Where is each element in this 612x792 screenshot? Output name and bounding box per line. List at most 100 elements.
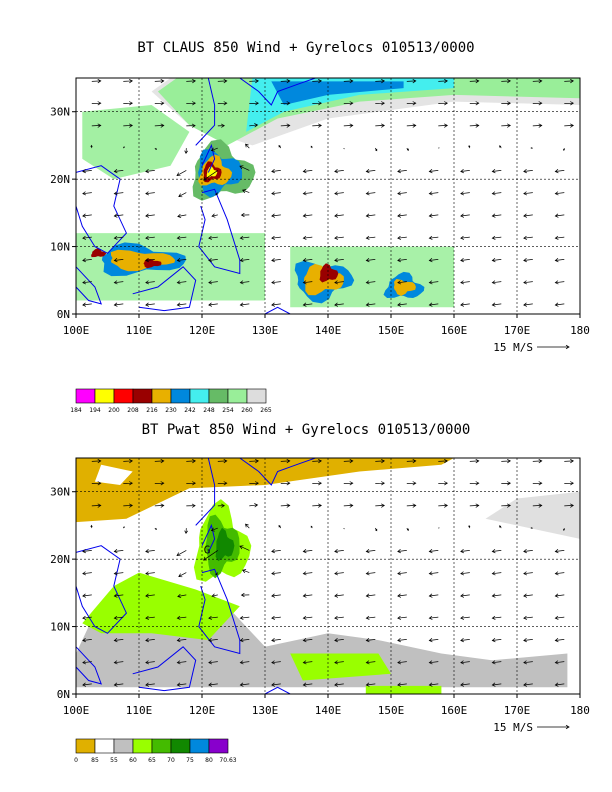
top-colorbar-swatch: [113, 388, 134, 404]
bottom-wind-vector: [468, 525, 471, 529]
bottom-colorbar-label: 75: [186, 757, 194, 764]
bottom-wind-vector: [365, 660, 376, 665]
bottom-wind-vector: [523, 571, 533, 576]
top-wind-vector: [271, 191, 281, 196]
top-colorbar: 184 194 200 208 216 230 242 248 254 260 265: [70, 388, 272, 414]
bottom-wind-vector: [397, 571, 407, 576]
bottom-wind-vector: [501, 481, 511, 486]
top-wind-vector: [217, 78, 228, 84]
bottom-y-tick-label: 10N: [50, 621, 70, 634]
top-wind-vector: [428, 213, 439, 218]
bottom-wind-vector: [91, 458, 102, 464]
top-wind-vector: [154, 101, 165, 106]
top-colorbar-label: 248: [203, 407, 215, 414]
bottom-colorbar-label: 60: [129, 757, 137, 764]
top-wind-vector: [554, 280, 565, 285]
bottom-wind-vector: [176, 638, 187, 643]
bottom-wind-vector: [154, 527, 158, 530]
top-wind-vector: [343, 78, 354, 84]
bottom-wind-vector: [532, 503, 543, 508]
bottom-wind-vector: [334, 638, 344, 643]
top-wind-vector: [249, 78, 259, 84]
bottom-wind-vector: [438, 458, 448, 464]
top-wind-vector: [310, 145, 313, 149]
top-wind-vector: [245, 143, 250, 149]
top-wind-vector: [491, 258, 502, 263]
bottom-colorbar-label: 0: [74, 757, 78, 764]
top-wind-vector: [491, 235, 502, 240]
top-x-tick-label: 160E: [441, 324, 468, 337]
bottom-colorbar-label: 55: [110, 757, 118, 764]
bottom-wind-vector: [176, 550, 187, 557]
top-colorbar-label: 265: [260, 407, 272, 414]
bottom-wind-vector: [406, 503, 417, 508]
bottom-wind-vector: [365, 549, 376, 554]
bottom-wind-vector: [334, 549, 344, 554]
top-colorbar-swatch: [246, 388, 267, 404]
top-wind-vector: [365, 235, 376, 240]
top-wind-vector: [532, 101, 543, 106]
bottom-wind-vector: [82, 571, 92, 576]
bottom-wind-vector: [523, 660, 533, 665]
bottom-plot-group: G 100E 110E 120E 130E 140E 150E 160E 170E 180 0N 10…: [50, 457, 590, 734]
top-coastline-1: [76, 266, 103, 305]
bottom-wind-vector: [113, 549, 124, 554]
bottom-wind-vector: [217, 481, 228, 486]
top-colorbar-swatch: [170, 388, 191, 404]
bottom-wind-vector: [343, 481, 354, 486]
top-vector-ref-label: 15 M/S: [493, 341, 533, 354]
top-wind-vector: [186, 101, 196, 106]
bottom-wind-vector: [249, 503, 259, 508]
bottom-wind-vector: [334, 660, 344, 665]
top-wind-vector: [113, 258, 124, 263]
top-coastline-7: [264, 306, 291, 314]
top-wind-vector: [365, 302, 376, 307]
bottom-wind-vector: [532, 481, 543, 486]
top-wind-vector: [397, 280, 407, 285]
bottom-wind-vector: [428, 593, 439, 598]
bottom-wind-vector: [365, 615, 376, 620]
top-wind-vector: [334, 258, 344, 263]
top-wind-vector: [312, 123, 322, 128]
top-wind-vector: [460, 280, 470, 285]
bottom-wind-vector: [428, 682, 439, 687]
top-cluster-scs-core-2: [143, 258, 162, 269]
bottom-y-tick-label: 20N: [50, 553, 70, 566]
top-wind-vector: [302, 302, 313, 307]
bottom-wind-vector: [145, 593, 155, 598]
top-colorbar-label: 184: [70, 407, 82, 414]
bottom-colorbar-swatch: [170, 738, 191, 754]
top-wind-vector: [177, 213, 187, 219]
top-wind-vector: [460, 235, 470, 240]
top-wind-vector: [365, 169, 376, 174]
top-wind-vector: [176, 170, 187, 177]
top-wind-vector: [239, 165, 250, 171]
bottom-green-60-scs: [82, 572, 240, 641]
bottom-wind-vector: [154, 481, 165, 486]
top-x-tick-label: 110E: [126, 324, 153, 337]
bottom-vector-ref-label: 15 M/S: [493, 721, 533, 734]
top-wind-vector: [91, 78, 102, 84]
top-colorbar-swatch: [189, 388, 210, 404]
top-cloud-band-blue: [271, 81, 404, 105]
top-wind-vector: [145, 258, 155, 263]
bottom-wind-vector: [501, 458, 511, 464]
top-wind-vector: [302, 258, 313, 263]
top-wind-vector: [428, 191, 439, 196]
bottom-wind-vector: [501, 503, 511, 508]
top-colorbar-label: 208: [127, 407, 139, 414]
top-wind-vector: [564, 78, 574, 84]
bottom-wind-vector: [343, 503, 354, 508]
bottom-wind-vector: [469, 481, 480, 486]
top-vector-ref-arrow: [537, 344, 570, 350]
top-wind-vector: [91, 101, 102, 106]
bottom-wind-vector: [523, 615, 533, 620]
bottom-dry-hole: [94, 464, 133, 485]
top-colorbar-label: 242: [184, 407, 196, 414]
top-wind-vector: [554, 302, 565, 307]
bottom-wind-vector: [82, 615, 92, 620]
bottom-coastline-1: [76, 646, 103, 685]
bottom-wind-vector: [82, 660, 92, 665]
bottom-wind-vector: [491, 638, 502, 643]
bottom-wind-vector: [245, 523, 250, 529]
